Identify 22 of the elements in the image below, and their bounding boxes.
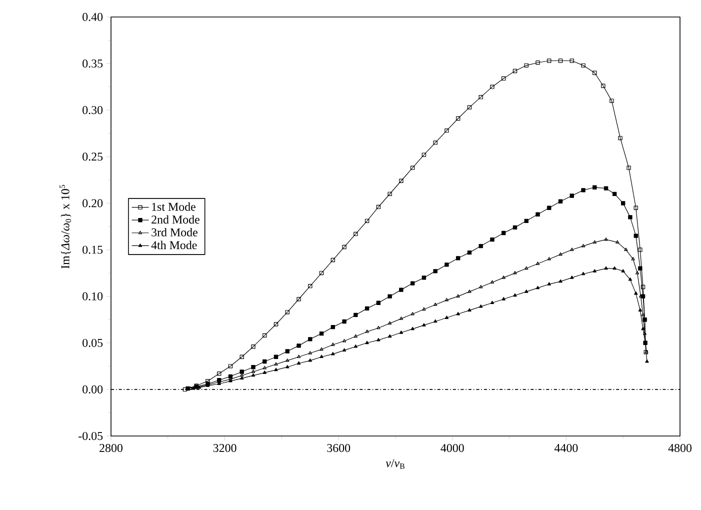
y-tick-label: 0.25 — [82, 152, 103, 161]
y-axis-title: Im{Δω/ω$_{0}$} x 10$^{5}$ — [60, 184, 72, 268]
y-tick-label: -0.05 — [78, 432, 103, 440]
x-tick-label: 4000 — [440, 444, 464, 452]
x-tick-label: 4800 — [668, 444, 692, 452]
x-tick-label: 3200 — [213, 444, 236, 452]
y-tick-label: 0.00 — [82, 385, 103, 394]
y-tick-label: 0.30 — [82, 106, 103, 114]
y-tick-label: 0.20 — [82, 199, 103, 208]
legend-label: 1st Mode — [152, 202, 196, 211]
y-tick-label: 0.40 — [82, 12, 103, 22]
x-tick-label: 3600 — [327, 444, 350, 452]
x-axis-title: v/v$_{B}$ — [386, 459, 404, 469]
y-tick-label: 0.15 — [82, 246, 103, 254]
legend-label: 2nd Mode — [152, 215, 200, 224]
y-tick-label: 0.10 — [82, 292, 103, 300]
x-tick-label: 4400 — [554, 444, 578, 452]
y-tick-label: 0.35 — [82, 59, 103, 68]
x-tick-label: 2800 — [100, 444, 122, 452]
legend-label: 3rd Mode — [152, 228, 198, 236]
y-tick-label: 0.05 — [82, 338, 103, 347]
legend-label: 4th Mode — [151, 240, 197, 250]
